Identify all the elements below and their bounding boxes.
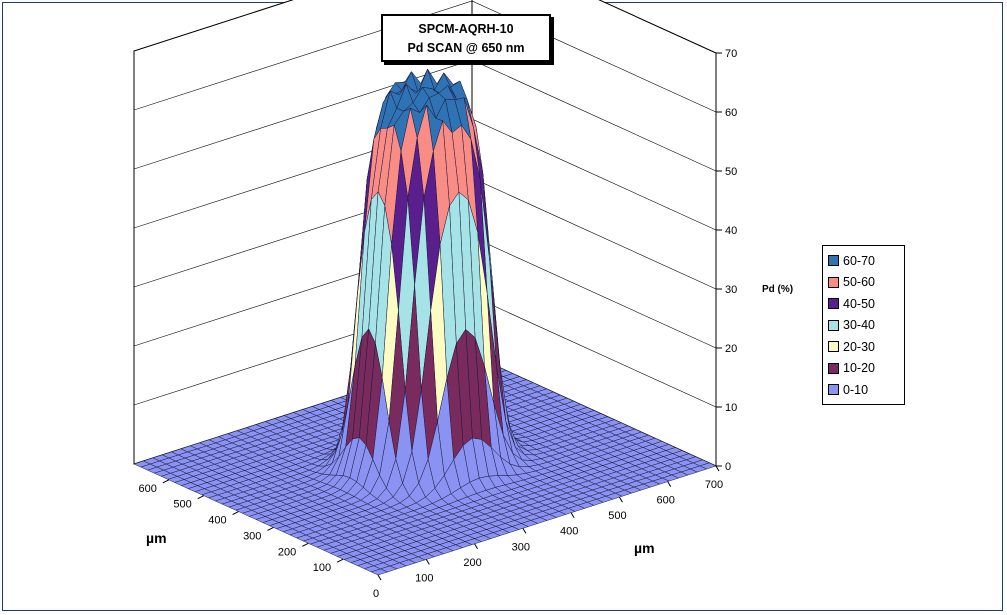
z-axis-label: Pd (%) [762, 284, 793, 295]
title-line-1: SPCM-AQRH-10 [418, 22, 514, 36]
legend-item: 40-50 [828, 293, 899, 315]
legend-swatch [828, 341, 839, 353]
z-tick-label: 0 [725, 461, 731, 473]
z-tick-label: 60 [725, 107, 737, 119]
x-tick-mark [667, 481, 672, 487]
x-tick-mark [570, 512, 575, 518]
legend-item: 50-60 [828, 272, 899, 294]
legend-label: 0-10 [843, 382, 869, 397]
y-tick-label: 100 [313, 562, 331, 574]
z-tick-label: 20 [725, 343, 737, 355]
legend: 60-70 50-60 40-50 30-40 20-30 10-20 0-10 [822, 245, 905, 405]
x-axis-ticks: 0 100 200 300 400 500 600 700 [373, 465, 723, 600]
y-tick-label: 200 [278, 546, 296, 558]
legend-swatch [828, 362, 839, 374]
x-tick-label: 100 [415, 572, 433, 584]
legend-label: 60-70 [843, 253, 875, 268]
x-tick-mark [425, 559, 430, 565]
y-axis-label: µm [146, 530, 167, 546]
legend-swatch [828, 255, 839, 267]
chart-title: SPCM-AQRH-10 Pd SCAN @ 650 nm [381, 14, 551, 62]
y-tick-mark [302, 542, 309, 547]
legend-label: 40-50 [843, 296, 875, 311]
y-tick-mark [162, 479, 170, 484]
legend-item: 10-20 [828, 358, 899, 380]
x-tick-label: 700 [705, 479, 723, 491]
x-tick-label: 300 [512, 541, 530, 553]
x-tick-mark [377, 574, 382, 581]
x-axis-label: µm [634, 540, 655, 556]
x-tick-label: 600 [657, 495, 675, 507]
legend-swatch [828, 319, 839, 331]
y-axis-ticks: 100 200 300 400 500 600 [138, 479, 344, 574]
legend-item: 20-30 [828, 336, 899, 358]
y-tick-mark [232, 511, 239, 516]
legend-item: 60-70 [828, 250, 899, 272]
y-tick-mark [336, 558, 344, 563]
x-tick-label: 0 [373, 588, 379, 600]
legend-swatch [828, 298, 839, 310]
z-tick-label: 10 [725, 402, 737, 414]
legend-label: 10-20 [843, 361, 875, 376]
z-tick-label: 70 [725, 48, 737, 60]
y-tick-mark [197, 495, 204, 500]
x-tick-mark [522, 528, 527, 534]
x-tick-label: 400 [560, 526, 578, 538]
x-tick-mark [618, 496, 623, 503]
y-tick-label: 400 [208, 515, 226, 527]
title-line-2: Pd SCAN @ 650 nm [407, 41, 525, 55]
z-tick-label: 30 [725, 284, 737, 296]
legend-label: 20-30 [843, 339, 875, 354]
z-tick-label: 50 [725, 166, 737, 178]
y-tick-label: 300 [243, 530, 261, 542]
legend-label: 30-40 [843, 318, 875, 333]
z-axis-ticks: 0 10 20 30 40 50 60 70 [716, 48, 737, 473]
legend-swatch [828, 384, 839, 396]
x-tick-label: 200 [463, 557, 481, 569]
legend-item: 30-40 [828, 315, 899, 337]
y-tick-mark [267, 526, 274, 531]
legend-item: 0-10 [828, 379, 899, 401]
y-tick-label: 500 [173, 499, 191, 511]
x-tick-label: 500 [608, 510, 626, 522]
legend-label: 50-60 [843, 275, 875, 290]
surface-mesh [317, 68, 533, 504]
z-tick-label: 40 [725, 225, 737, 237]
x-tick-mark [715, 465, 720, 472]
y-tick-label: 600 [138, 483, 156, 495]
legend-swatch [828, 276, 839, 288]
x-tick-mark [474, 543, 479, 550]
